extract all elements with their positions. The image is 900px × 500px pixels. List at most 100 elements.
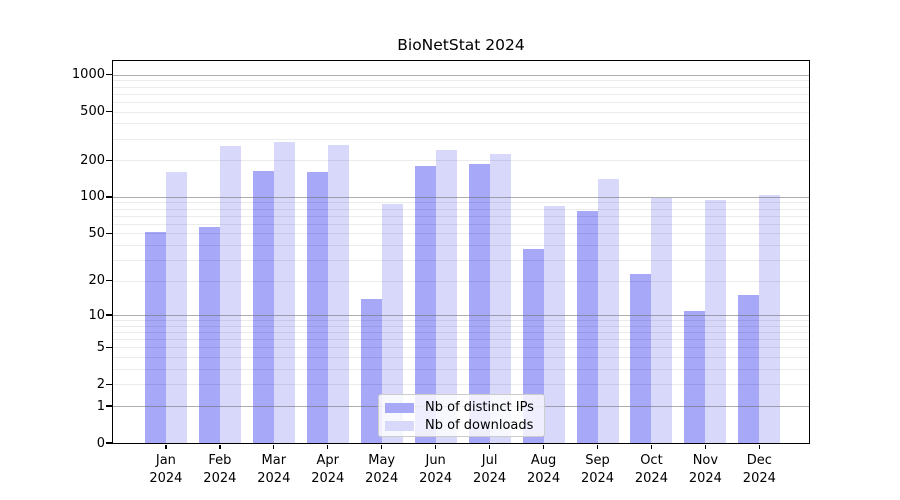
- gridline-minor: [113, 339, 809, 341]
- bar-ips-3: [306, 171, 328, 443]
- gridline-minor: [113, 325, 809, 327]
- gridline-minor: [113, 93, 809, 95]
- y-tick: [105, 279, 112, 282]
- year-label: 2024: [203, 470, 237, 486]
- y-tick-label: 50: [88, 225, 105, 241]
- x-tick-label: Jan 2024: [136, 452, 196, 487]
- y-tick-label: 10: [88, 307, 105, 323]
- gridline-minor: [113, 332, 809, 334]
- month-label: Oct: [640, 453, 663, 468]
- x-tick-label: Oct 2024: [621, 452, 681, 487]
- legend-item-downloads: Nb of downloads: [379, 417, 544, 435]
- x-tick: [327, 444, 329, 450]
- gridline-major: [113, 196, 809, 198]
- bar-downloads-5: [435, 150, 457, 443]
- legend: Nb of distinct IPs Nb of downloads: [378, 394, 545, 437]
- y-tick-label: 500: [80, 104, 105, 120]
- gridline-major: [113, 74, 809, 76]
- month-label: Jul: [481, 453, 498, 468]
- gridline-minor: [113, 320, 809, 322]
- legend-swatch-downloads: [385, 421, 414, 431]
- y-tick: [105, 346, 112, 349]
- x-tick: [704, 444, 707, 450]
- x-tick: [434, 444, 437, 450]
- bar-downloads-3: [327, 144, 349, 443]
- legend-item-distinct-ips: Nb of distinct IPs: [379, 399, 544, 417]
- year-label: 2024: [311, 470, 345, 486]
- legend-label-downloads: Nb of downloads: [425, 418, 534, 433]
- year-label: 2024: [419, 470, 453, 486]
- y-tick-label: 200: [80, 152, 105, 168]
- y-tick-label: 20: [88, 273, 105, 289]
- x-tick-label: Apr 2024: [298, 452, 358, 487]
- month-label: Feb: [208, 453, 232, 468]
- bar-ips-11: [738, 295, 760, 443]
- x-tick: [488, 444, 491, 450]
- y-tick: [105, 383, 112, 386]
- x-tick-label: Aug 2024: [514, 452, 574, 487]
- gridline-minor: [113, 160, 809, 162]
- gridline-minor: [113, 202, 809, 204]
- gridline-minor: [113, 347, 809, 349]
- x-tick-label: Mar 2024: [244, 452, 304, 487]
- x-tick-label: Feb 2024: [190, 452, 250, 487]
- gridline-minor: [113, 357, 809, 359]
- y-tick-label: 2: [96, 376, 105, 392]
- year-label: 2024: [257, 470, 291, 486]
- chart-title: BioNetStat 2024: [397, 36, 525, 54]
- y-tick: [105, 405, 112, 407]
- month-label: Aug: [530, 453, 557, 468]
- year-label: 2024: [742, 470, 776, 486]
- bar-downloads-0: [165, 172, 187, 443]
- y-tick: [105, 159, 112, 161]
- y-tick-label: 1000: [71, 67, 105, 83]
- year-label: 2024: [527, 470, 561, 486]
- bar-downloads-4: [381, 204, 403, 443]
- gridline-minor: [113, 86, 809, 88]
- bar-ips-8: [576, 210, 598, 443]
- bar-downloads-6: [489, 153, 511, 443]
- bar-downloads-9: [651, 197, 673, 443]
- gridline-minor: [113, 259, 809, 261]
- bar-downloads-2: [273, 141, 295, 443]
- legend-label-distinct-ips: Nb of distinct IPs: [425, 400, 534, 415]
- gridline-minor: [113, 384, 809, 386]
- y-tick: [105, 314, 112, 316]
- x-tick: [273, 444, 275, 450]
- gridline-minor: [113, 208, 809, 210]
- bar-downloads-8: [597, 179, 619, 443]
- gridline-minor: [113, 80, 809, 82]
- gridline-minor: [113, 369, 809, 371]
- x-tick: [542, 444, 545, 450]
- x-tick-label: Nov 2024: [675, 452, 735, 487]
- gridline-minor: [113, 111, 809, 113]
- x-tick-label: Jul 2024: [460, 452, 520, 487]
- y-tick-label: 0: [96, 435, 105, 451]
- x-tick: [650, 444, 653, 450]
- gridline-minor: [113, 244, 809, 246]
- gridline-minor: [113, 223, 809, 225]
- x-tick: [596, 444, 599, 450]
- year-label: 2024: [580, 470, 615, 486]
- plot-area: [112, 60, 810, 444]
- gridline-minor: [113, 138, 809, 140]
- y-tick: [105, 73, 112, 76]
- month-label: Dec: [746, 453, 772, 468]
- gridline-minor: [113, 215, 809, 217]
- x-tick: [381, 444, 383, 450]
- x-tick-label: Sep 2024: [568, 452, 628, 487]
- bar-ips-2: [252, 171, 274, 443]
- gridline-minor: [113, 123, 809, 125]
- y-tick: [105, 110, 112, 113]
- bar-downloads-10: [705, 200, 727, 443]
- bar-ips-1: [198, 226, 220, 443]
- bar-ips-10: [684, 310, 706, 443]
- bar-ips-6: [468, 164, 490, 443]
- month-label: Jan: [155, 453, 176, 468]
- month-label: Jun: [425, 453, 446, 468]
- bar-ips-5: [414, 165, 436, 443]
- gridline-minor: [113, 233, 809, 235]
- year-label: 2024: [365, 470, 399, 486]
- x-tick-label: Jun 2024: [406, 452, 466, 487]
